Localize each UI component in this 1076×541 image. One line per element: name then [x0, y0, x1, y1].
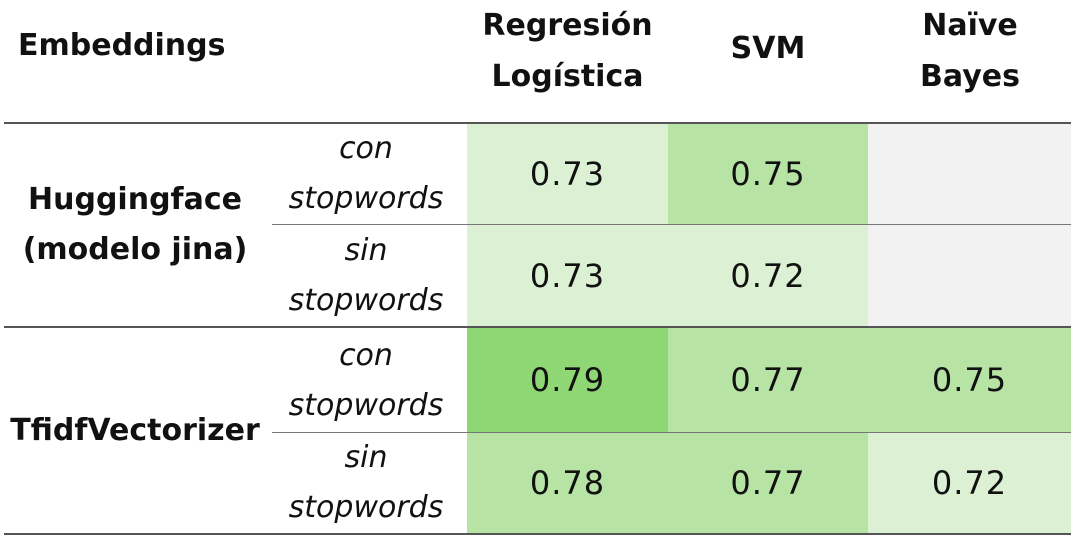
header-regresion-logistica: Regresión Logística [482, 8, 653, 94]
row-label-tfidf-con: con stopwords [288, 338, 444, 423]
header-embeddings: Embeddings [18, 27, 226, 63]
cell-hf-sin-rl: 0.73 [467, 225, 668, 327]
cell-hf-sin-svm: 0.72 [668, 225, 868, 327]
rule-group-separator [4, 326, 1071, 328]
rule-hf-mid [272, 224, 1071, 225]
cell-tfidf-sin-svm: 0.77 [668, 433, 868, 533]
row-label-hf-sin: sin stopwords [288, 233, 444, 318]
header-naive-bayes: Naïve Bayes [920, 8, 1020, 94]
cell-tfidf-sin-rl: 0.78 [467, 433, 668, 533]
rule-tfidf-mid [272, 432, 1071, 433]
cell-tfidf-con-svm: 0.77 [668, 328, 868, 432]
cell-hf-con-svm: 0.75 [668, 123, 868, 224]
cell-tfidf-con-nb: 0.75 [868, 328, 1071, 432]
cell-hf-con-nb [868, 123, 1071, 224]
cell-tfidf-con-rl: 0.79 [467, 328, 668, 432]
cell-tfidf-sin-nb: 0.72 [868, 433, 1071, 533]
row-label-tfidf-sin: sin stopwords [288, 440, 444, 525]
rule-table-bottom [4, 533, 1071, 535]
rule-header-bottom [4, 122, 1071, 124]
group-label-huggingface: Huggingface (modelo jina) [22, 182, 248, 267]
header-svm: SVM [730, 30, 806, 66]
row-label-hf-con: con stopwords [288, 131, 444, 216]
cell-hf-con-rl: 0.73 [467, 123, 668, 224]
group-label-tfidf: TfidfVectorizer [10, 412, 260, 448]
cell-hf-sin-nb [868, 225, 1071, 327]
